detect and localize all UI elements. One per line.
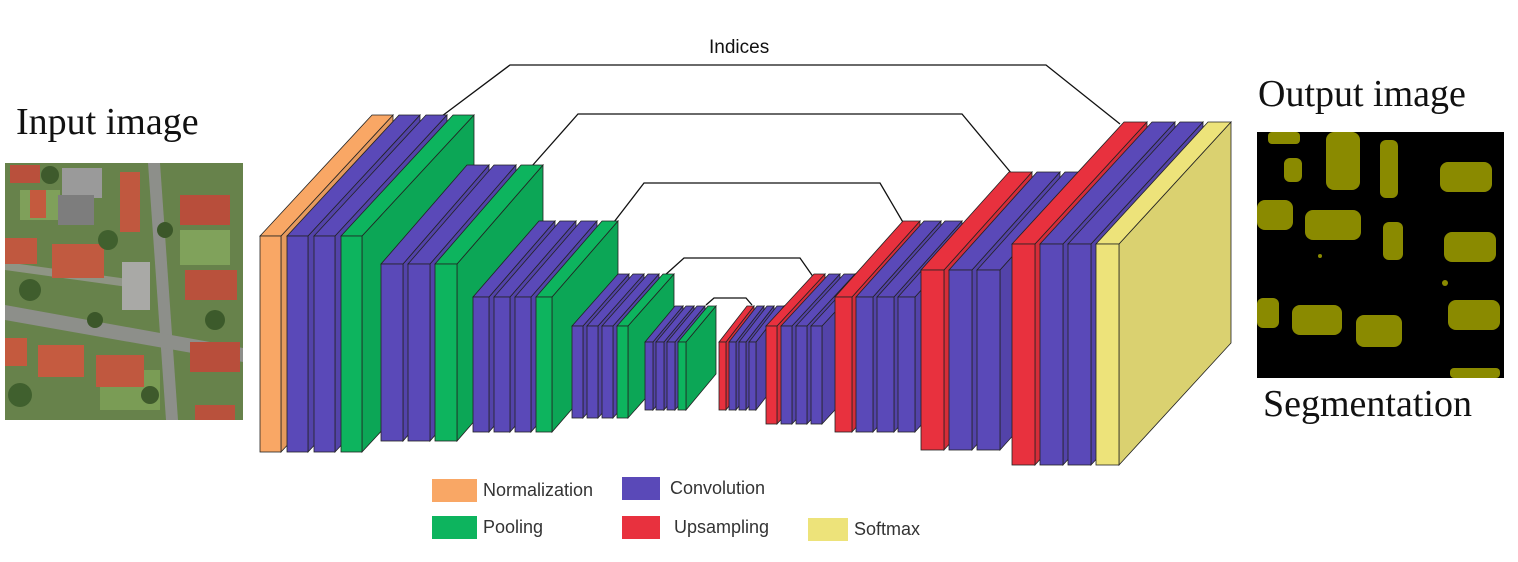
decoder-stage-5-softmax-block (1095, 120, 1232, 467)
legend-pooling: Pooling (432, 516, 543, 539)
legend-label-upsampling: Upsampling (674, 517, 770, 537)
legend-label-convolution: Convolution (670, 478, 766, 498)
legend-swatch-upsampling (622, 516, 660, 539)
indices-link-5 (705, 297, 753, 306)
legend-swatch-pooling (432, 516, 477, 539)
legend-swatch-normalization (432, 479, 477, 502)
legend-label-normalization: Normalization (483, 480, 594, 500)
indices-link-2 (531, 113, 1013, 175)
input-image (5, 163, 243, 420)
legend-label-softmax: Softmax (854, 519, 921, 539)
legend-convolution: Convolution (622, 477, 765, 500)
indices-connections (441, 64, 1121, 306)
layer-blocks (259, 113, 1232, 467)
legend-swatch-softmax (808, 518, 848, 541)
legend-label-pooling: Pooling (483, 517, 544, 537)
indices-label: Indices (709, 37, 770, 58)
indices-link-1 (441, 64, 1121, 125)
indices-link-4 (663, 257, 815, 279)
output-segmentation-image (1257, 132, 1504, 378)
legend-upsampling: Upsampling (622, 516, 769, 539)
legend-normalization: Normalization (432, 479, 593, 502)
segmentation-title: Segmentation (1263, 383, 1472, 425)
indices-link-3 (613, 182, 905, 225)
output-image-title: Output image (1258, 73, 1466, 115)
encoder-stage-5-pooling-block (677, 304, 717, 412)
legend-softmax: Softmax (808, 518, 920, 541)
input-image-title: Input image (16, 101, 199, 143)
legend-swatch-convolution (622, 477, 660, 500)
